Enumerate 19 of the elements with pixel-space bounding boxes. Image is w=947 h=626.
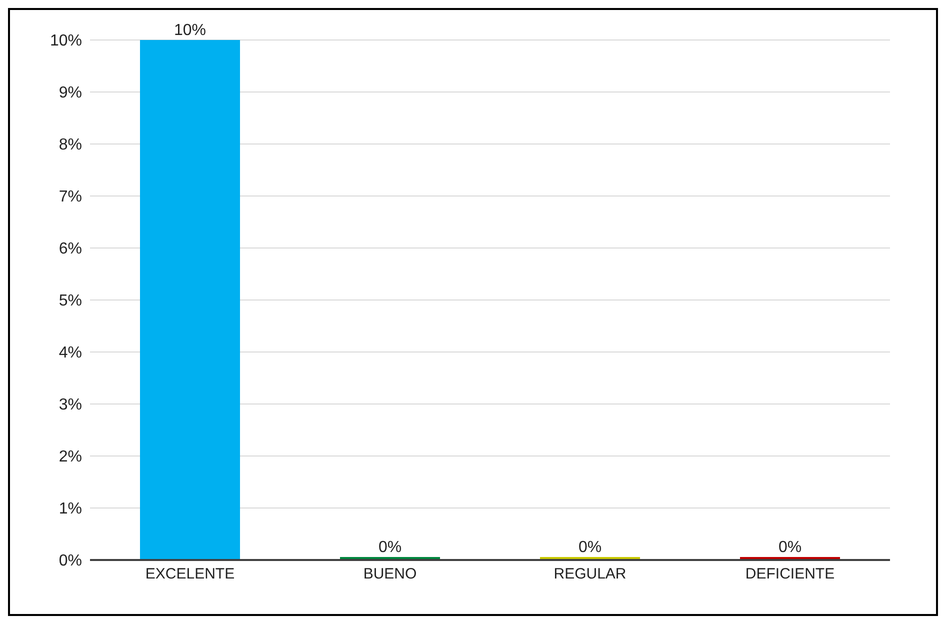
data-label: 0% [378,539,402,556]
y-tick-label: 4% [58,344,82,362]
y-tick-label: 7% [58,188,82,206]
y-tick-label: 6% [58,240,82,258]
x-tick-label: REGULAR [554,566,626,583]
x-tick-label: BUENO [363,566,417,583]
data-label: 10% [174,22,206,39]
y-tick-label: 5% [58,292,82,310]
y-tick-label: 0% [58,552,82,570]
x-tick-label: EXCELENTE [145,566,235,583]
data-label: 0% [778,539,802,556]
y-tick-label: 10% [50,32,82,50]
y-tick-label: 3% [58,396,82,414]
y-tick-label: 1% [58,500,82,518]
y-tick-label: 2% [58,448,82,466]
y-tick-label: 9% [58,84,82,102]
data-label: 0% [578,539,602,556]
y-tick-label: 8% [58,136,82,154]
x-tick-label: DEFICIENTE [745,566,835,583]
